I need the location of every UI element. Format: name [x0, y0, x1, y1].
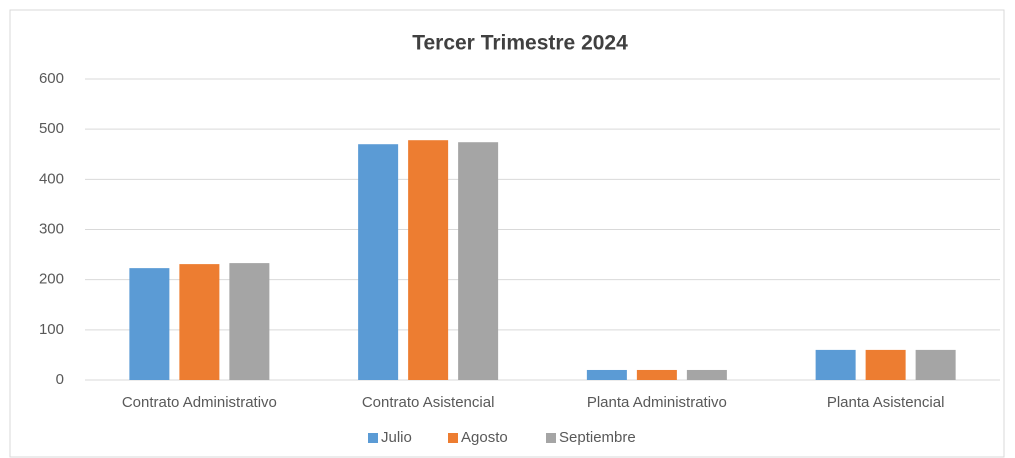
bar	[229, 263, 270, 380]
y-tick-label: 100	[39, 321, 64, 338]
bar	[358, 144, 399, 380]
bar	[586, 369, 627, 380]
bar	[815, 349, 856, 380]
legend-swatch	[546, 433, 556, 443]
y-tick-label: 600	[39, 70, 64, 87]
legend-swatch	[368, 433, 378, 443]
x-tick-label: Planta Administrativo	[587, 394, 727, 411]
bar	[408, 140, 449, 380]
chart-title: Tercer Trimestre 2024	[412, 32, 628, 55]
legend-label: Septiembre	[559, 429, 636, 446]
bar	[458, 142, 499, 380]
bar	[686, 369, 727, 380]
x-tick-label: Planta Asistencial	[827, 394, 945, 411]
y-tick-label: 0	[56, 371, 64, 388]
chart-frame	[9, 9, 1005, 458]
bar	[865, 349, 906, 380]
bar	[179, 264, 220, 380]
legend-label: Julio	[381, 429, 412, 446]
legend-swatch	[448, 433, 458, 443]
y-tick-label: 200	[39, 271, 64, 288]
bar	[636, 369, 677, 380]
y-tick-label: 400	[39, 170, 64, 187]
y-tick-label: 300	[39, 220, 64, 237]
x-tick-label: Contrato Administrativo	[122, 394, 277, 411]
legend-label: Agosto	[461, 429, 508, 446]
bar	[129, 268, 170, 380]
x-tick-label: Contrato Asistencial	[362, 394, 495, 411]
y-tick-label: 500	[39, 120, 64, 137]
bar	[915, 349, 956, 380]
